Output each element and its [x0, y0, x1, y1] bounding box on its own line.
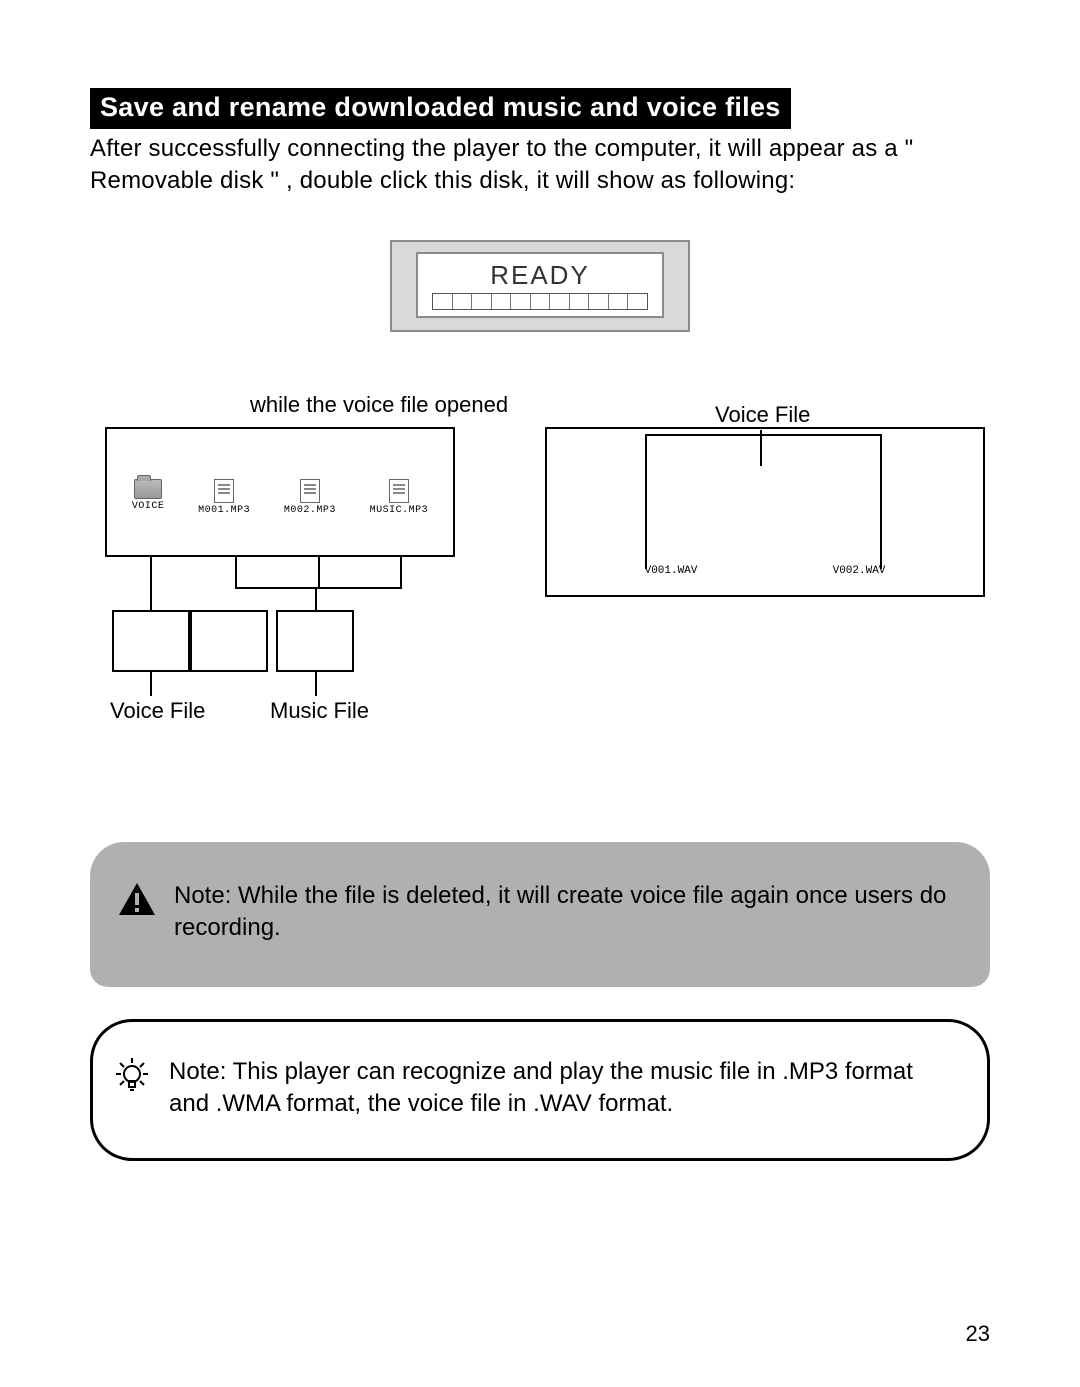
connector-line: [645, 434, 882, 436]
file-label: M002.MP3: [284, 505, 336, 516]
ready-label: READY: [428, 260, 652, 291]
file-diagram: while the voice file opened Voice File V…: [90, 392, 990, 752]
connector-line: [400, 557, 402, 587]
connector-line: [150, 557, 152, 612]
file-m001: M001.MP3: [198, 479, 250, 516]
explorer-window-right: V001.WAV V002.WAV: [545, 427, 985, 597]
ready-display-inner: READY: [416, 252, 664, 318]
file-label: M001.MP3: [198, 505, 250, 516]
connector-line: [235, 557, 237, 587]
connector-line: [645, 434, 647, 569]
document-icon: [389, 479, 409, 503]
file-v002: V002.WAV: [833, 565, 886, 577]
note-tip: Note: This player can recognize and play…: [90, 1019, 990, 1162]
folder-icon: [134, 479, 162, 499]
connector-line: [235, 587, 402, 589]
document-icon: [300, 479, 320, 503]
connector-line: [880, 434, 882, 569]
connector-line: [315, 672, 317, 696]
ready-progress-bar: [432, 293, 648, 310]
file-v001: V001.WAV: [645, 565, 698, 577]
file-m002: M002.MP3: [284, 479, 336, 516]
file-label: VOICE: [132, 501, 165, 512]
music-file-box: [276, 610, 354, 672]
file-label: MUSIC.MP3: [370, 505, 429, 516]
folder-voice: VOICE: [132, 479, 165, 516]
note-tip-text: Note: This player can recognize and play…: [169, 1056, 959, 1121]
voice-file-box: [112, 610, 190, 672]
warning-icon: [118, 882, 156, 921]
voice-file-label-top: Voice File: [715, 402, 810, 428]
diagram-caption: while the voice file opened: [250, 392, 508, 418]
document-icon: [214, 479, 234, 503]
explorer-window-left: VOICE M001.MP3 M002.MP3 MUSIC.MP3: [105, 427, 455, 557]
section-title: Save and rename downloaded music and voi…: [90, 88, 791, 129]
placeholder-box: [190, 610, 268, 672]
connector-line: [150, 672, 152, 696]
ready-display-outer: READY: [390, 240, 690, 332]
music-file-label: Music File: [270, 698, 369, 724]
voice-file-label-bottom: Voice File: [110, 698, 205, 724]
connector-line: [315, 587, 317, 612]
file-music: MUSIC.MP3: [370, 479, 429, 516]
lightbulb-icon: [111, 1056, 153, 1103]
connector-line: [318, 557, 320, 587]
page-number: 23: [966, 1321, 990, 1347]
note-warning-text: Note: While the file is deleted, it will…: [174, 880, 962, 945]
note-warning: Note: While the file is deleted, it will…: [90, 842, 990, 987]
intro-text: After successfully connecting the player…: [90, 133, 990, 198]
